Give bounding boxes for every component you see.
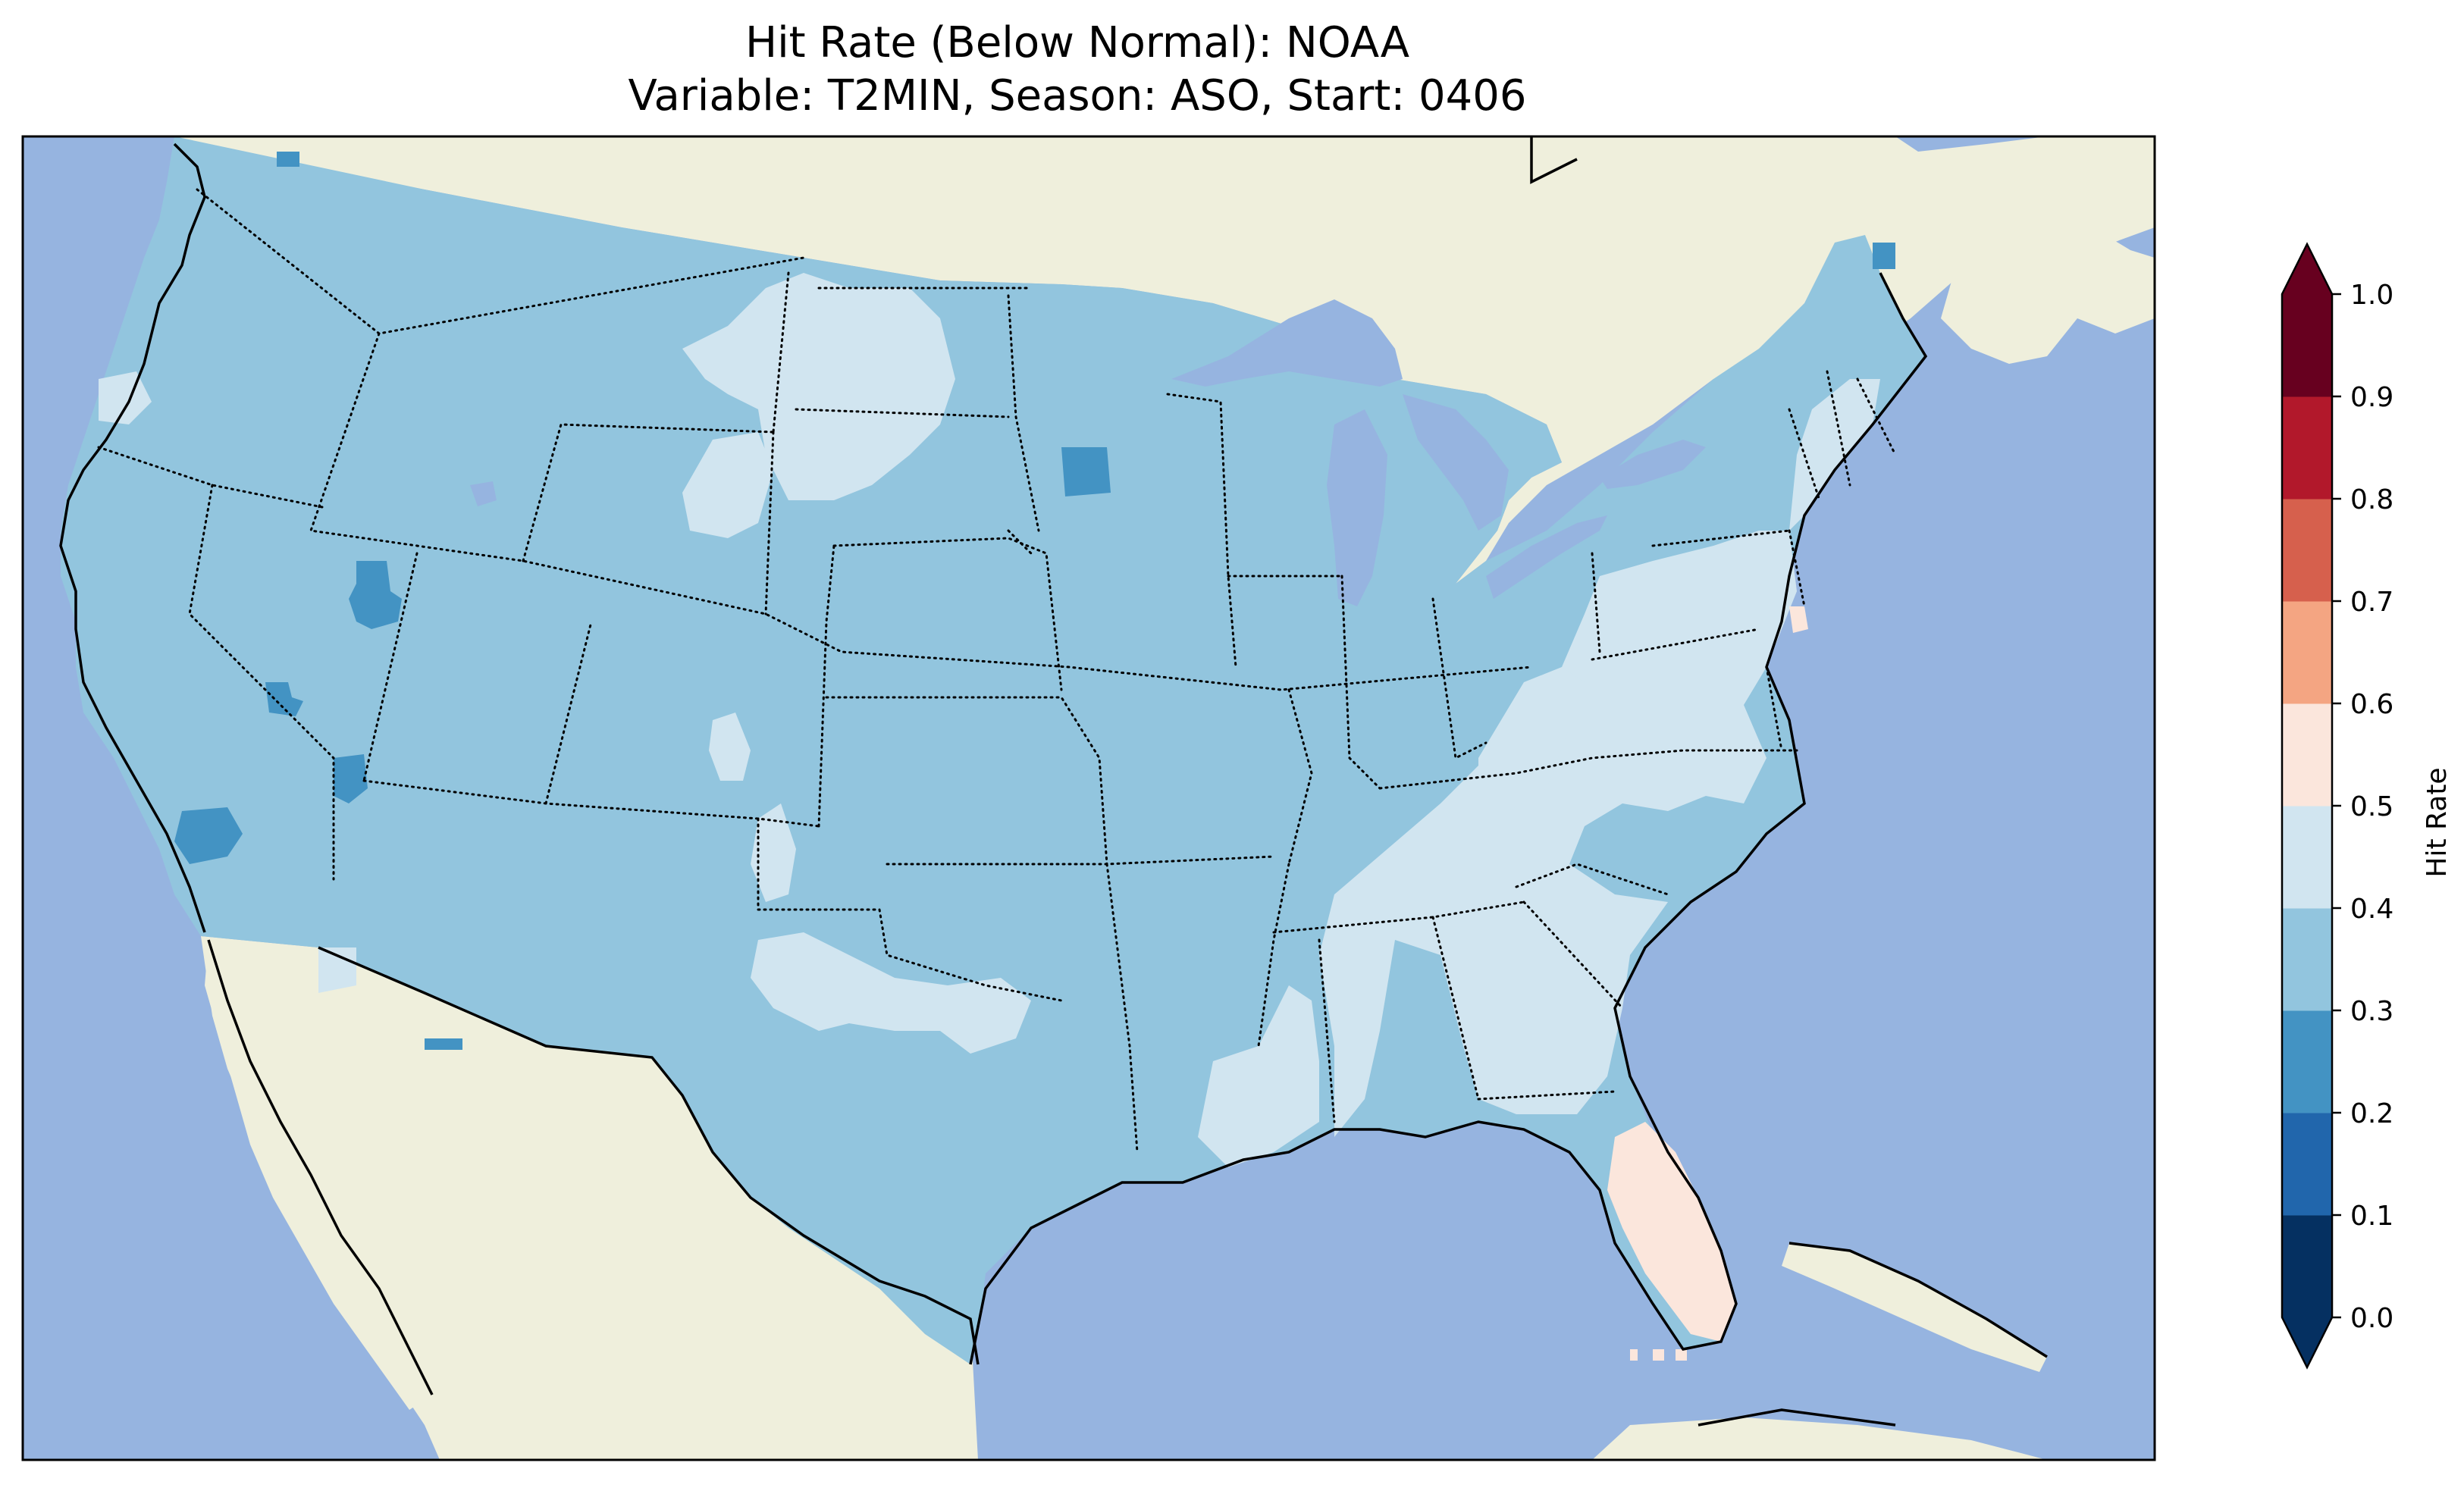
colorbar-segment <box>2282 908 2332 1011</box>
montana-light-region <box>682 432 773 538</box>
colorbar-tick-label: 0.6 <box>2350 689 2393 720</box>
lake-michigan <box>1327 409 1387 606</box>
new-mexico-light-region <box>751 803 796 902</box>
florida-warm-region <box>1607 1122 1736 1342</box>
colorbar-tick-label: 0.3 <box>2350 996 2393 1027</box>
arizona-dark-spot <box>425 1038 462 1050</box>
colorbar-segment <box>2282 1113 2332 1216</box>
northern-plains-light-region <box>682 273 955 500</box>
colorbar-tick-label: 0.1 <box>2350 1201 2393 1232</box>
coastlines <box>59 136 2048 1427</box>
caribbean-land <box>1592 1417 2047 1460</box>
delaware-warm-region <box>1789 606 1808 633</box>
cuba-land <box>1782 1243 2047 1372</box>
colorbar-segment <box>2282 1010 2332 1113</box>
colorbar-group: 0.0 0.1 0.2 0.3 0.4 0.5 0.6 0.7 0.8 0.9 1.0 <box>2281 242 2393 1370</box>
northeast-light-region <box>1789 379 1880 531</box>
canada-land <box>174 136 2155 584</box>
baja-land <box>205 940 432 1410</box>
colorado-light-region <box>709 713 751 781</box>
colorbar-segment <box>2282 294 2332 397</box>
west-texas-light-region <box>751 932 1031 1054</box>
colorbar-segment <box>2282 1215 2332 1318</box>
colorbar-segment <box>2282 396 2332 500</box>
colorbar-segment <box>2282 601 2332 704</box>
colorbar-label: Hit Rate <box>2422 767 2453 877</box>
colorbar-tick-label: 0.0 <box>2350 1303 2393 1334</box>
florida-keys-warm-region <box>1630 1349 1687 1361</box>
colorbar-segment <box>2282 499 2332 602</box>
lake-superior <box>1171 299 1403 387</box>
colorbar-tick-label: 0.4 <box>2350 894 2393 925</box>
colorbar-segment <box>2282 806 2332 909</box>
colorbar-tick-label: 0.8 <box>2350 484 2393 515</box>
colorbar-extend-max <box>2282 244 2332 294</box>
map-frame <box>21 135 2156 1461</box>
lake-ontario <box>1600 440 1706 489</box>
southern-california-dark-spot <box>174 807 243 864</box>
colorbar-tick-label: 0.2 <box>2350 1098 2393 1129</box>
ohio-valley-light-region <box>1478 667 1585 811</box>
nevada-dark-spot <box>349 561 402 629</box>
colorbar-tick-label: 0.7 <box>2350 587 2393 618</box>
lake-huron <box>1403 394 1509 531</box>
great-salt-lake <box>470 481 497 506</box>
lake-erie <box>1486 515 1607 599</box>
eastern-nevada-dark-spot <box>334 754 368 803</box>
southeast-light-region <box>1319 531 1797 1137</box>
title-line-2: Variable: T2MIN, Season: ASO, Start: 040… <box>628 71 1527 121</box>
oregon-coast-light-region <box>99 371 152 424</box>
maritimes-land <box>1941 205 2155 364</box>
maine-dark-spot <box>1873 243 1895 269</box>
gulf-coast-light-region <box>1198 985 1319 1167</box>
colorbar-segment <box>2282 703 2332 807</box>
washington-dark-spot <box>277 152 299 167</box>
central-nevada-dark-spot <box>265 682 303 716</box>
colorbar-tick-label: 1.0 <box>2350 280 2393 311</box>
colorbar-tick-label: 0.9 <box>2350 382 2393 413</box>
figure-title: Hit Rate (Below Normal): NOAA Variable: … <box>0 17 2155 123</box>
colorbar-tick-label: 0.5 <box>2350 791 2393 822</box>
state-boundaries <box>97 188 1897 1154</box>
colorbar-extend-min <box>2282 1317 2332 1367</box>
title-line-1: Hit Rate (Below Normal): NOAA <box>745 18 1410 67</box>
minnesota-dark-spot <box>1061 447 1111 496</box>
